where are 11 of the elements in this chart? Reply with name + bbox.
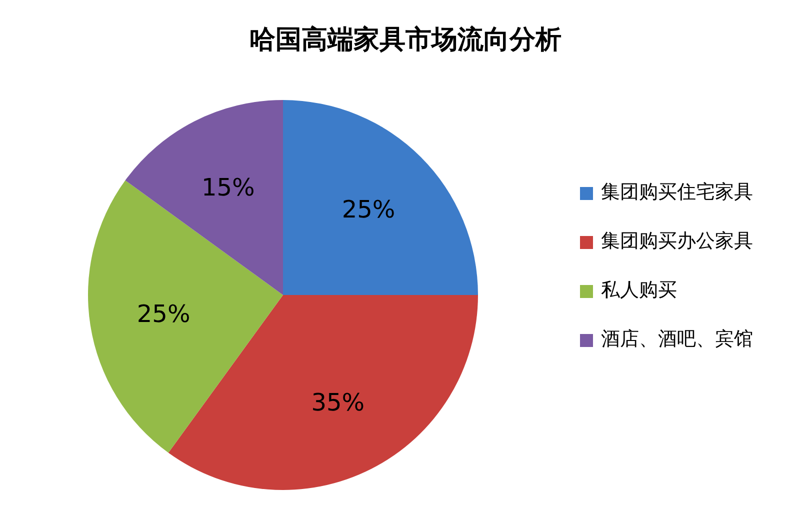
legend-label: 集团购买住宅家具 [601,181,753,203]
data-label: 35% [311,388,365,417]
data-label: 15% [201,173,255,202]
legend-label: 集团购买办公家具 [601,230,753,252]
pie-slice [283,100,478,295]
pie-slice [125,100,283,295]
data-label: 25% [136,300,190,328]
data-label: 25% [342,196,396,224]
legend-label: 私人购买 [601,279,677,301]
chart-title: 哈国高端家具市场流向分析 [248,24,562,57]
legend-label: 酒店、酒吧、宾馆 [601,328,753,350]
